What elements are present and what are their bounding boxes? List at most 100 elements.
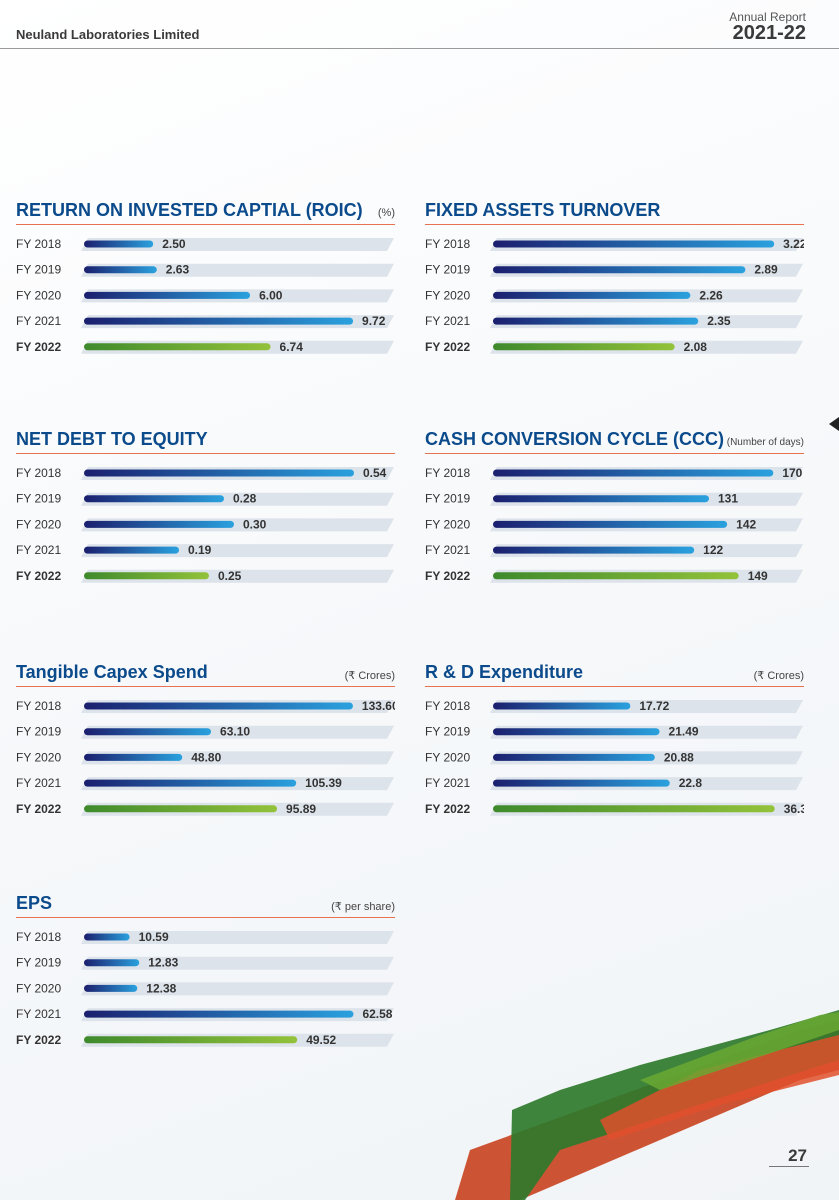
category-label: FY 2018 [425, 699, 470, 713]
bar-fy-2021 [493, 779, 670, 787]
value-label: 6.00 [259, 288, 283, 302]
value-label: 2.63 [166, 263, 190, 277]
value-label: 0.28 [233, 492, 257, 506]
bar-fy-2021 [493, 317, 699, 325]
category-label: FY 2022 [16, 802, 61, 816]
category-label: FY 2021 [16, 543, 61, 557]
report-year: 2021-22 [732, 22, 806, 44]
bar-fy-2020 [84, 753, 183, 761]
chart-plot: FY 2018 133.60 FY 2019 63.10 FY 2020 48.80 FY … [16, 699, 395, 816]
chart-cash-conversion-cycle: CASH CONVERSION CYCLE (CCC) (Number of d… [425, 429, 804, 589]
category-label: FY 2022 [425, 569, 470, 583]
chart-divider [425, 686, 804, 687]
value-label: 105.39 [305, 776, 342, 790]
value-label: 63.10 [220, 725, 250, 739]
page-number: 27 [788, 1146, 807, 1165]
category-label: FY 2019 [425, 492, 470, 506]
value-label: 12.38 [146, 981, 176, 995]
category-label: FY 2019 [425, 263, 470, 277]
category-label: FY 2020 [16, 981, 61, 995]
value-label: 10.59 [139, 930, 169, 944]
chart-plot: FY 2018 170 FY 2019 131 FY 2020 142 FY 2021 122… [425, 466, 803, 583]
value-label: 9.72 [362, 314, 386, 328]
chart-unit: (₹ Crores) [344, 670, 395, 682]
value-label: 36.35 [784, 802, 804, 816]
value-label: 95.89 [286, 802, 316, 816]
chart-title: RETURN ON INVESTED CAPTIAL (ROIC) [16, 200, 363, 220]
bar-fy-2021 [84, 1010, 354, 1018]
value-label: 149 [748, 569, 768, 583]
bar-fy-2018 [493, 469, 774, 477]
value-label: 2.35 [707, 314, 731, 328]
category-label: FY 2021 [16, 1007, 61, 1021]
category-label: FY 2022 [16, 569, 61, 583]
header-divider [0, 48, 839, 49]
bar-fy-2021 [84, 779, 297, 787]
category-label: FY 2021 [425, 543, 470, 557]
value-label: 20.88 [664, 750, 694, 764]
chart-roic: RETURN ON INVESTED CAPTIAL (ROIC) (%) FY… [16, 200, 395, 360]
bar-fy-2019 [493, 266, 746, 274]
category-label: FY 2021 [16, 776, 61, 790]
bar-fy-2021 [493, 546, 695, 554]
value-label: 12.83 [148, 956, 178, 970]
bar-fy-2019 [493, 495, 710, 503]
chart-plot: FY 2018 10.59 FY 2019 12.83 FY 2020 12.38 FY 2… [16, 930, 394, 1047]
value-label: 2.50 [162, 237, 186, 251]
chart-fixed-assets-turnover: FIXED ASSETS TURNOVER FY 2018 3.22 FY 2019… [425, 200, 804, 360]
chart-plot: FY 2018 2.50 FY 2019 2.63 FY 2020 6.00 FY 2021… [16, 237, 394, 354]
bar-fy-2019 [84, 495, 224, 503]
bar-track [81, 238, 394, 251]
value-label: 21.49 [669, 725, 699, 739]
bar-fy-2018 [84, 469, 354, 477]
category-label: FY 2018 [425, 237, 470, 251]
category-label: FY 2020 [16, 288, 61, 302]
category-label: FY 2019 [16, 956, 61, 970]
value-label: 2.08 [684, 340, 708, 354]
value-label: 133.60 [362, 699, 395, 713]
chart-tangible-capex: Tangible Capex Spend (₹ Crores) FY 2018 1… [16, 662, 395, 822]
chart-title: Tangible Capex Spend [16, 662, 208, 682]
bar-fy-2019 [84, 266, 157, 274]
chart-title: NET DEBT TO EQUITY [16, 429, 208, 449]
chart-divider [16, 224, 395, 225]
category-label: FY 2018 [16, 930, 61, 944]
value-label: 2.26 [699, 288, 723, 302]
bar-track [81, 956, 394, 970]
side-arrow-icon [829, 417, 839, 431]
category-label: FY 2021 [16, 314, 61, 328]
value-label: 48.80 [191, 750, 221, 764]
chart-unit: (₹ Crores) [753, 670, 804, 682]
category-label: FY 2020 [425, 517, 470, 531]
chart-divider [425, 224, 804, 225]
value-label: 0.30 [243, 517, 267, 531]
bar-fy-2020 [84, 520, 234, 528]
category-label: FY 2019 [16, 263, 61, 277]
category-label: FY 2020 [16, 517, 61, 531]
chart-eps: EPS (₹ per share) FY 2018 10.59 FY 2019 12.… [16, 893, 395, 1053]
chart-plot: FY 2018 3.22 FY 2019 2.89 FY 2020 2.26 FY 2021… [425, 237, 804, 354]
bar-fy-2020 [493, 753, 655, 761]
chart-title: R & D Expenditure [425, 662, 584, 682]
bar-fy-2021 [84, 317, 354, 325]
category-label: FY 2019 [16, 492, 61, 506]
bar-fy-2018 [84, 933, 130, 941]
value-label: 62.58 [362, 1007, 392, 1021]
value-label: 122 [703, 543, 723, 557]
value-label: 0.54 [363, 466, 387, 480]
value-label: 22.8 [679, 776, 703, 790]
bar-fy-2022 [493, 572, 739, 580]
category-label: FY 2018 [425, 466, 470, 480]
category-label: FY 2018 [16, 699, 61, 713]
value-label: 2.89 [754, 263, 778, 277]
chart-title: FIXED ASSETS TURNOVER [425, 200, 661, 220]
bar-fy-2022 [84, 805, 278, 813]
company-name: Neuland Laboratories Limited [16, 27, 200, 42]
bar-track [81, 982, 394, 996]
bar-fy-2020 [84, 984, 138, 992]
category-label: FY 2019 [425, 725, 470, 739]
bar-fy-2022 [493, 343, 675, 351]
page-header: Neuland Laboratories Limited Annual Repo… [0, 0, 839, 50]
chart-unit: (Number of days) [726, 437, 804, 448]
bar-fy-2018 [493, 240, 775, 248]
